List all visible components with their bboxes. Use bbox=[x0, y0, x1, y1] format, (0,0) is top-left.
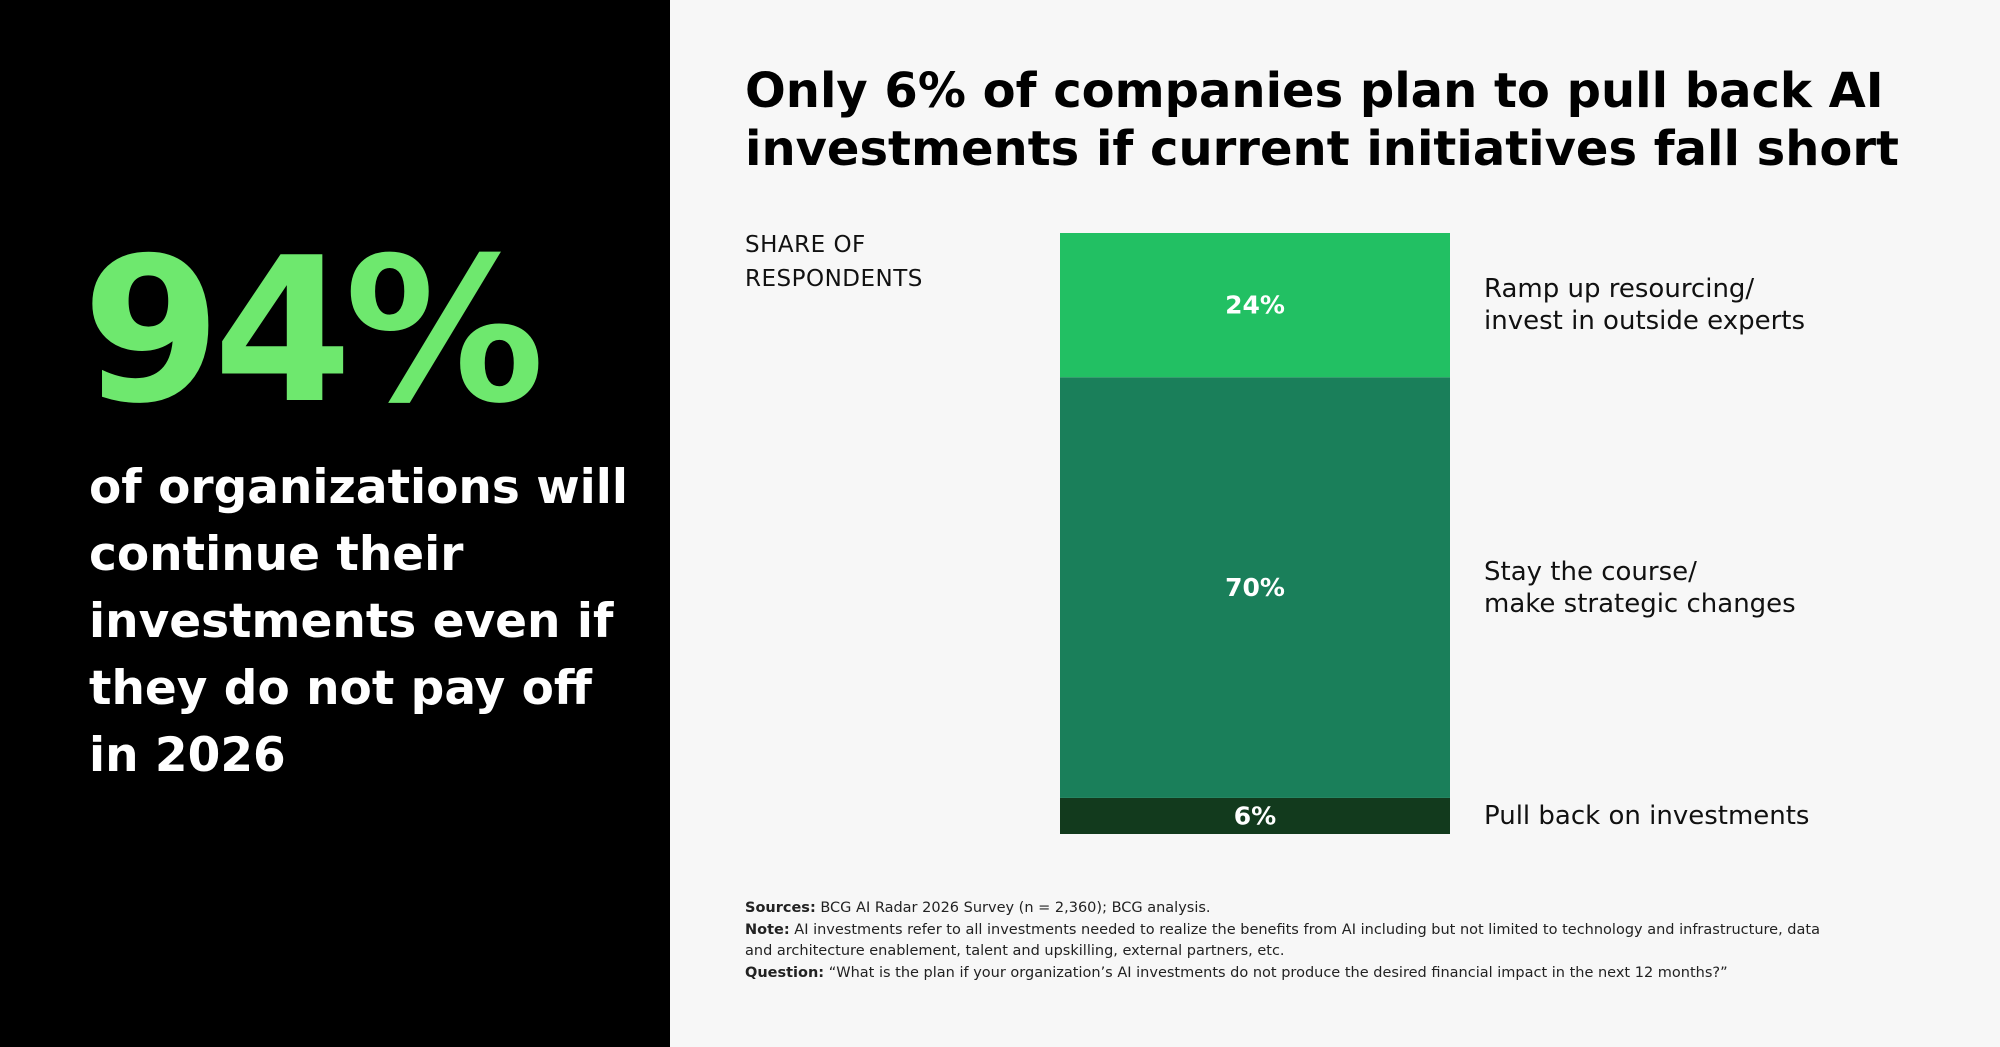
note-text: AI investments refer to all investments … bbox=[745, 921, 1820, 960]
highlight-text: of organizations will continue their inv… bbox=[89, 460, 628, 783]
legend-item-1: Stay the course/ make strategic changes bbox=[1484, 556, 1796, 619]
question-text: “What is the plan if your organization’s… bbox=[824, 964, 1728, 981]
legend-item-2: Ramp up resourcing/ invest in outside ex… bbox=[1484, 274, 1806, 337]
bar-segment-label-1: 70% bbox=[1225, 573, 1285, 602]
sources-text: BCG AI Radar 2026 Survey (n = 2,360); BC… bbox=[815, 900, 1211, 916]
bar-segment-1 bbox=[1060, 377, 1450, 798]
highlight-panel: 94% of organizations will continue their… bbox=[0, 0, 670, 1047]
note-note: Note: AI investments refer to all invest… bbox=[745, 920, 1835, 963]
bar-segment-label-2: 24% bbox=[1225, 291, 1285, 320]
question-note: Question: “What is the plan if your orga… bbox=[745, 963, 1835, 985]
sources-note: Sources: BCG AI Radar 2026 Survey (n = 2… bbox=[745, 898, 1835, 920]
sources-label: Sources: bbox=[745, 900, 816, 916]
note-label: Note: bbox=[745, 921, 790, 938]
bar-segment-0 bbox=[1060, 797, 1450, 834]
bar-segment-2 bbox=[1060, 233, 1450, 378]
bar-segment-label-0: 6% bbox=[1234, 801, 1276, 830]
y-axis-label: SHARE OF RESPONDENTS bbox=[745, 232, 923, 292]
legend-item-0: Pull back on investments bbox=[1484, 800, 1810, 831]
footnotes: Sources: BCG AI Radar 2026 Survey (n = 2… bbox=[745, 898, 1835, 984]
question-label: Question: bbox=[745, 964, 825, 981]
highlight-stat: 94% bbox=[82, 215, 545, 448]
chart-title: Only 6% of companies plan to pull back A… bbox=[745, 63, 1899, 177]
